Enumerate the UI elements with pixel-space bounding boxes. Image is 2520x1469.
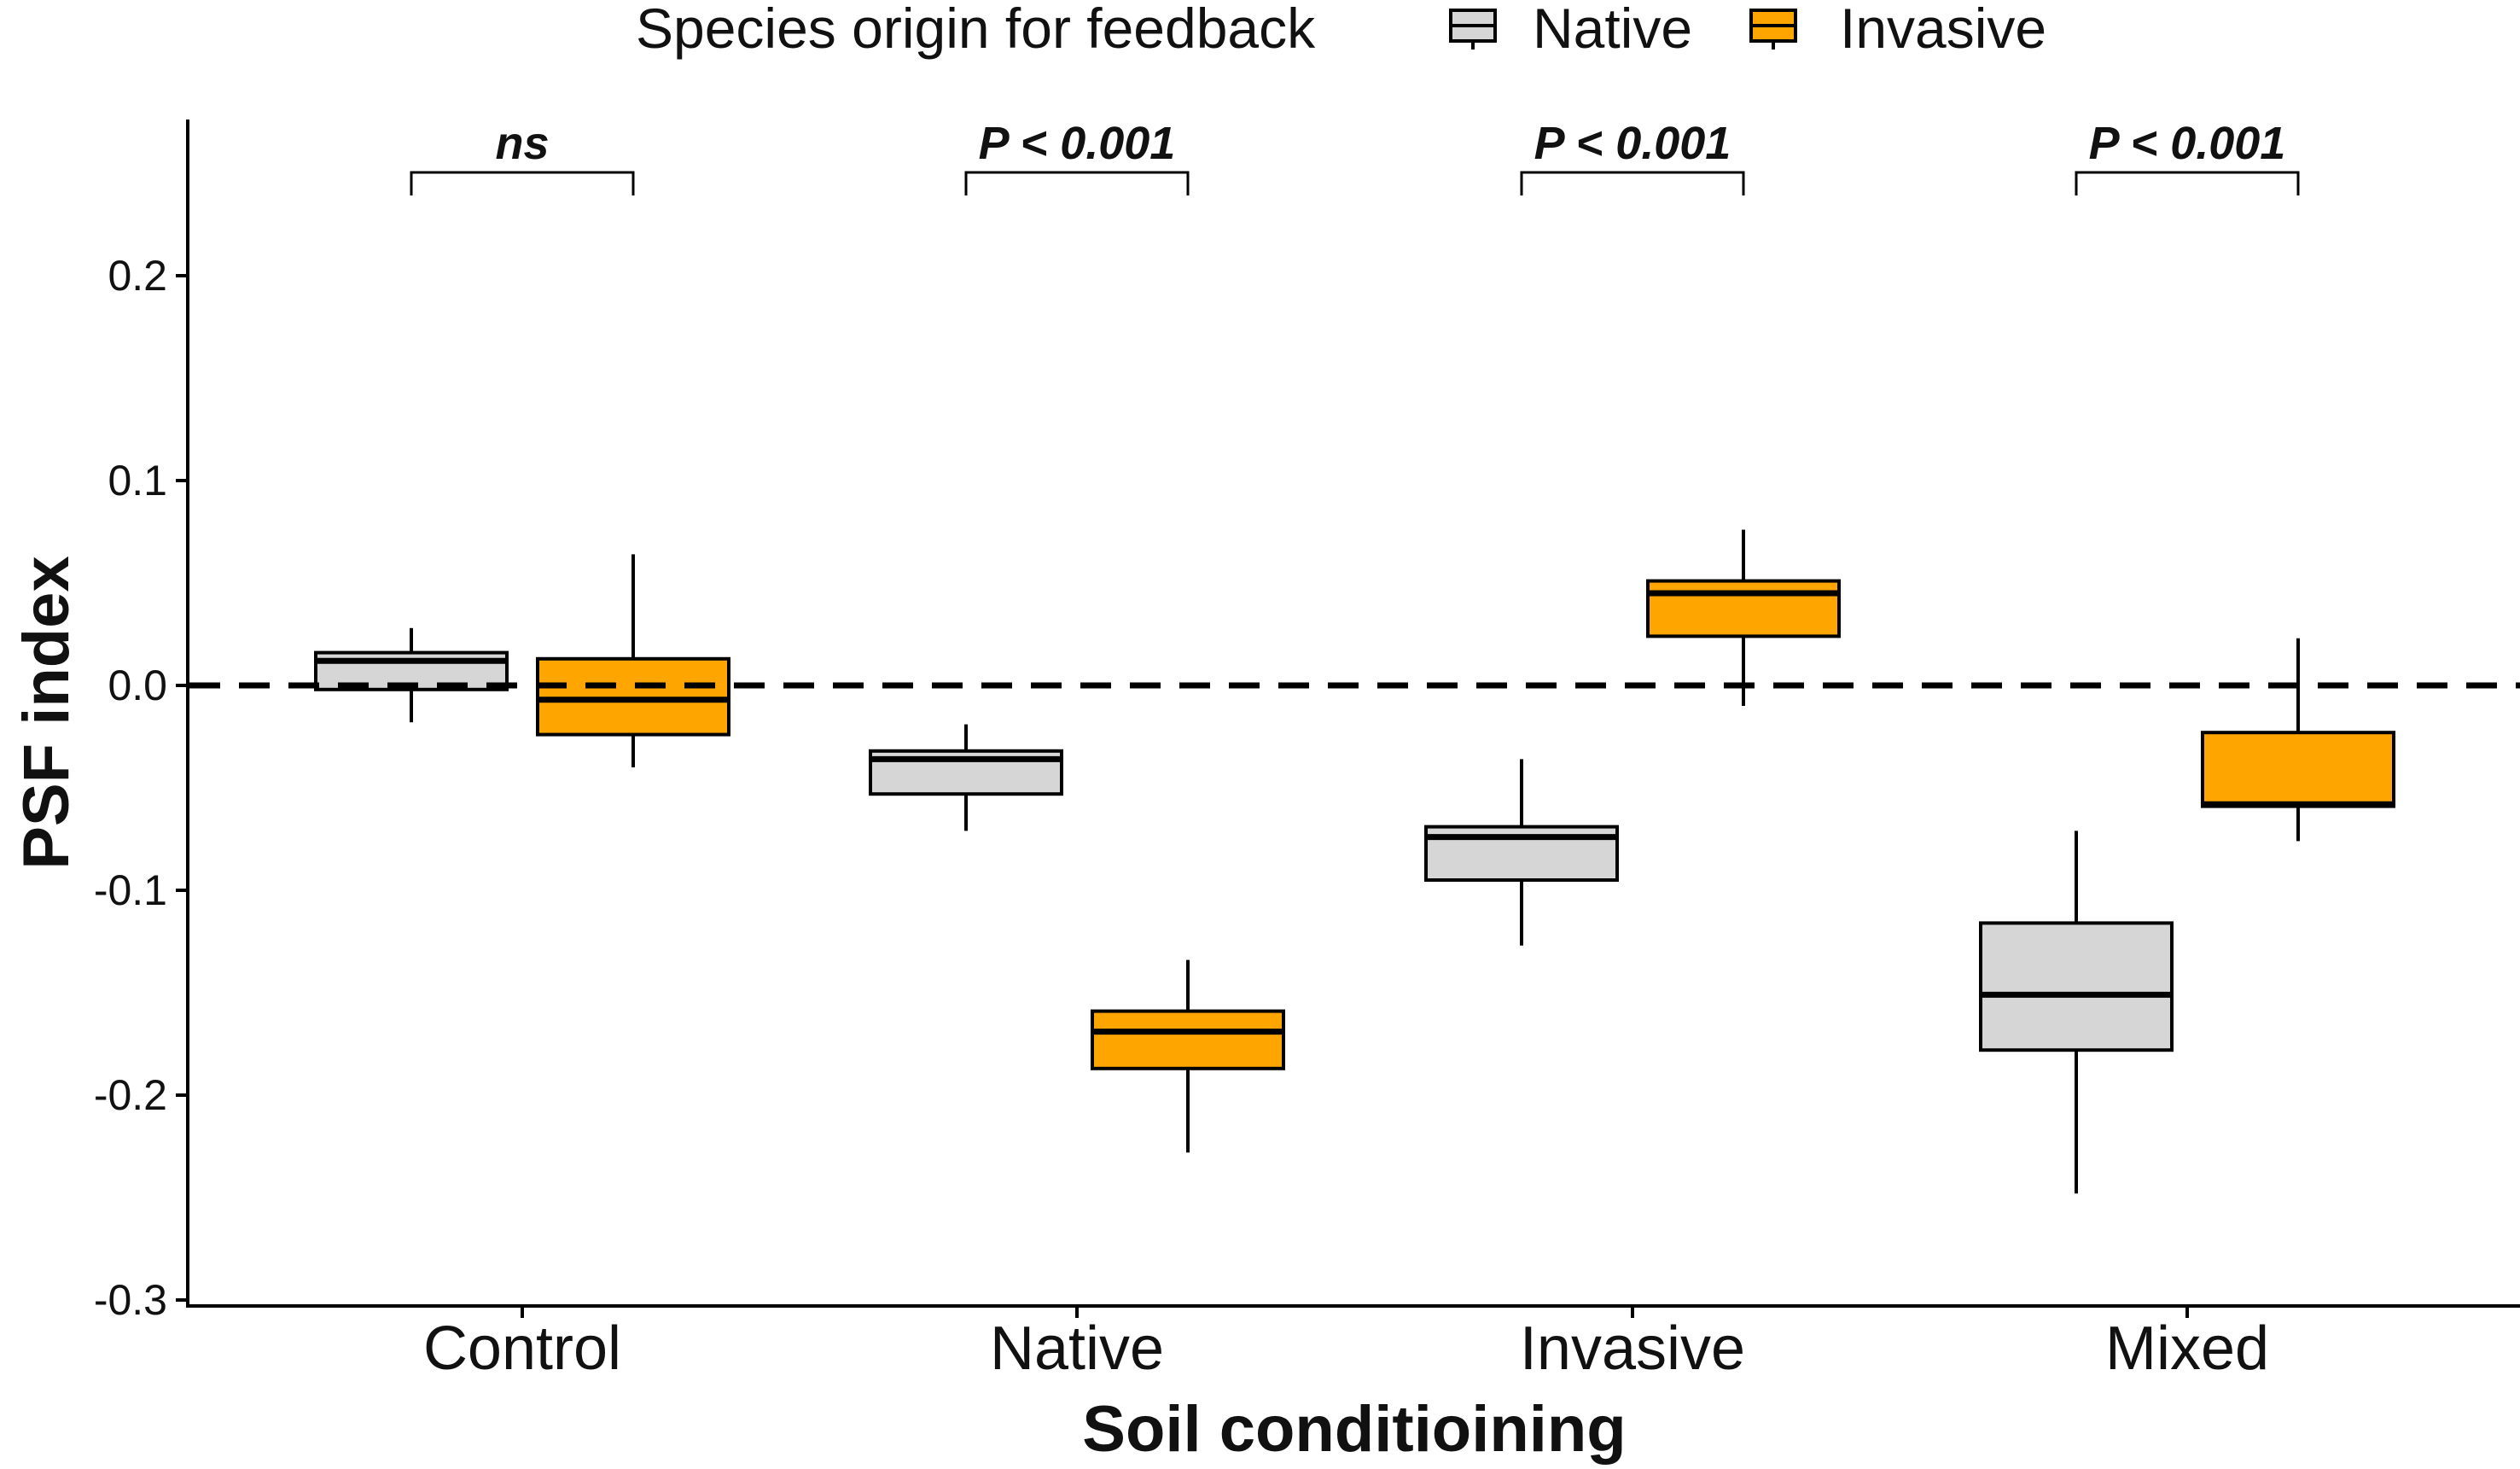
box-invasive-mixed (2201, 638, 2395, 842)
box-body (1646, 579, 1841, 638)
significance-label: P < 0.001 (1534, 118, 1731, 169)
y-tick-label: 0.0 (108, 662, 167, 709)
box-invasive-invasive (1646, 529, 1841, 706)
significance-label: P < 0.001 (2089, 118, 2286, 169)
x-tick-label: Mixed (2105, 1315, 2269, 1383)
box-body (536, 656, 730, 737)
y-tick-label: -0.3 (94, 1276, 167, 1324)
y-tick-label: 0.2 (108, 252, 167, 300)
significance-label: ns (495, 118, 549, 169)
significance-control: ns (410, 118, 635, 195)
box-native-mixed (1979, 831, 2174, 1194)
legend-title: Species origin for feedback (636, 0, 1316, 60)
significance-bracket (410, 171, 635, 195)
legend-entry-native: Native (1449, 0, 1692, 60)
y-tick-label: 0.1 (108, 457, 167, 504)
boxes (314, 529, 2395, 1194)
significance-invasive: P < 0.001 (1520, 118, 1745, 195)
y-tick-label: -0.1 (94, 866, 167, 914)
legend: Species origin for feedback Native Invas… (636, 0, 2046, 60)
x-tick-label: Native (990, 1315, 1164, 1383)
x-tick-label: Control (423, 1315, 621, 1383)
x-ticks: Control Native Invasive Mixed (423, 1306, 2269, 1383)
significance-bracket (2075, 171, 2300, 195)
box-body (1091, 1009, 1285, 1070)
legend-label-invasive: Invasive (1840, 0, 2046, 60)
x-axis-label: Soil conditioining (1082, 1393, 1626, 1466)
box-body (2201, 731, 2395, 808)
box-body (1979, 921, 2174, 1052)
y-axis-label: PSF index (10, 556, 83, 869)
box-invasive-control (536, 554, 730, 767)
box-invasive-native (1091, 959, 1285, 1153)
x-tick-label: Invasive (1520, 1315, 1745, 1383)
legend-label-native: Native (1533, 0, 1692, 60)
box-native-invasive (1424, 759, 1619, 946)
box-native-control (314, 627, 509, 723)
significance-brackets: ns P < 0.001 P < 0.001 P < 0.001 (410, 118, 2300, 195)
significance-bracket (1520, 171, 1745, 195)
axes (186, 120, 2520, 1308)
significance-label: P < 0.001 (979, 118, 1176, 169)
significance-native: P < 0.001 (964, 118, 1190, 195)
y-ticks: 0.2 0.1 0.0 -0.1 -0.2 -0.3 (94, 252, 188, 1324)
significance-bracket (964, 171, 1190, 195)
significance-mixed: P < 0.001 (2075, 118, 2300, 195)
box-native-native (869, 724, 1063, 831)
legend-entry-invasive: Invasive (1749, 0, 2046, 60)
y-tick-label: -0.2 (94, 1071, 167, 1119)
